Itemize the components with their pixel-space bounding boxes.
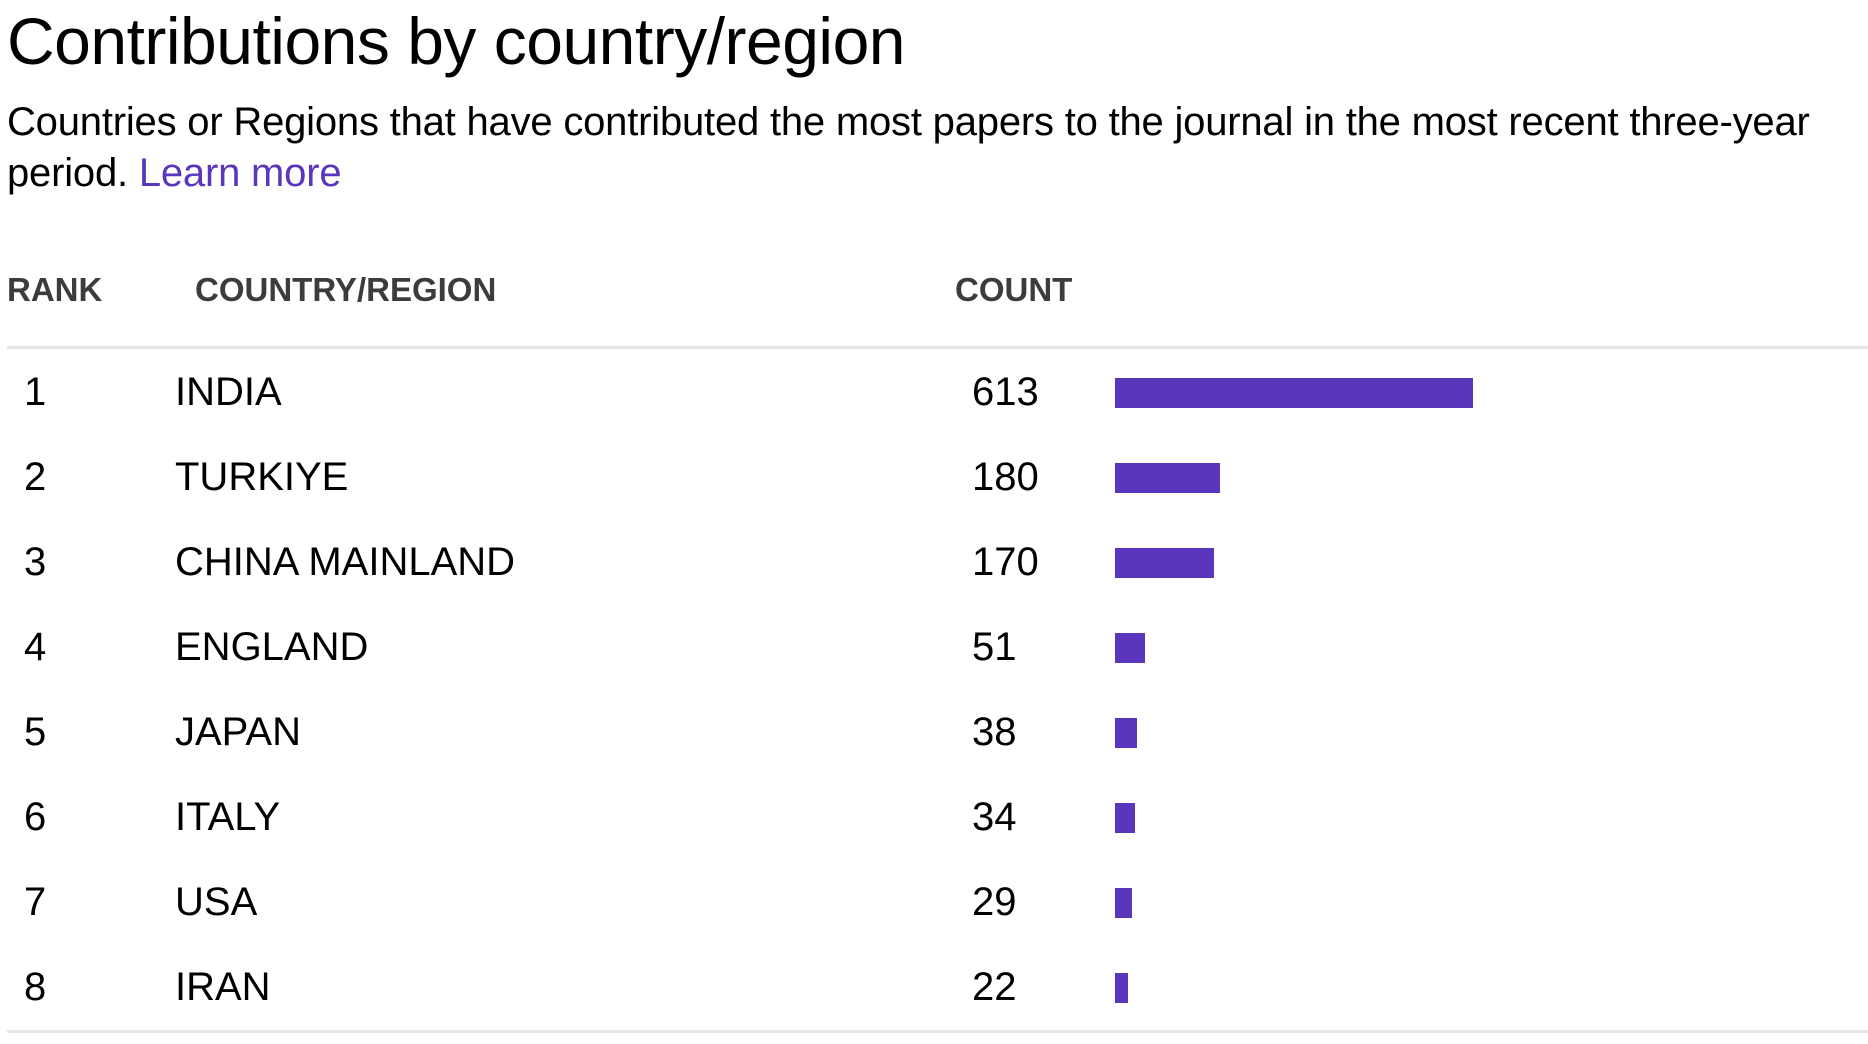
- table-header-divider: [7, 346, 1868, 349]
- country-cell: CHINA MAINLAND: [175, 540, 516, 584]
- subtitle: Countries or Regions that have contribut…: [7, 97, 1862, 199]
- count-bar: [1115, 463, 1220, 493]
- count-cell: 180: [972, 455, 1039, 499]
- count-cell: 29: [972, 880, 1017, 924]
- count-column-header: COUNT: [955, 271, 1073, 308]
- page-title: Contributions by country/region: [7, 4, 906, 78]
- rank-cell: 7: [24, 880, 47, 924]
- count-cell: 170: [972, 540, 1039, 584]
- rank-cell: 5: [24, 710, 47, 754]
- table-row: 8 IRAN 22: [7, 945, 1868, 1030]
- country-cell: TURKIYE: [175, 455, 349, 499]
- count-cell: 613: [972, 370, 1039, 414]
- count-bar: [1115, 888, 1132, 918]
- count-cell: 38: [972, 710, 1017, 754]
- count-bar: [1115, 718, 1137, 748]
- rank-column-header: RANK: [7, 271, 103, 308]
- count-bar: [1115, 803, 1135, 833]
- country-cell: ENGLAND: [175, 625, 369, 669]
- count-cell: 34: [972, 795, 1017, 839]
- rank-cell: 1: [24, 370, 47, 414]
- rank-cell: 6: [24, 795, 47, 839]
- country-cell: INDIA: [175, 370, 282, 414]
- count-cell: 51: [972, 625, 1017, 669]
- count-bar: [1115, 633, 1145, 663]
- table-row: 6 ITALY 34: [7, 775, 1868, 860]
- table-row: 4 ENGLAND 51: [7, 605, 1868, 690]
- table-row: 7 USA 29: [7, 860, 1868, 945]
- table-bottom-divider: [7, 1030, 1868, 1033]
- rank-cell: 4: [24, 625, 47, 669]
- table-row: 2 TURKIYE 180: [7, 435, 1868, 520]
- country-column-header: COUNTRY/REGION: [195, 271, 497, 308]
- table-row: 3 CHINA MAINLAND 170: [7, 520, 1868, 605]
- count-bar: [1115, 378, 1473, 408]
- subtitle-text: Countries or Regions that have contribut…: [7, 100, 1810, 195]
- table-row: 1 INDIA 613: [7, 350, 1868, 435]
- country-cell: IRAN: [175, 965, 271, 1009]
- country-cell: USA: [175, 880, 258, 924]
- rank-cell: 8: [24, 965, 47, 1009]
- country-cell: ITALY: [175, 795, 281, 839]
- count-bar: [1115, 548, 1214, 578]
- count-bar: [1115, 973, 1128, 1003]
- country-cell: JAPAN: [175, 710, 301, 754]
- rank-cell: 2: [24, 455, 47, 499]
- learn-more-link[interactable]: Learn more: [138, 151, 342, 195]
- count-cell: 22: [972, 965, 1017, 1009]
- table-row: 5 JAPAN 38: [7, 690, 1868, 775]
- rank-cell: 3: [24, 540, 47, 584]
